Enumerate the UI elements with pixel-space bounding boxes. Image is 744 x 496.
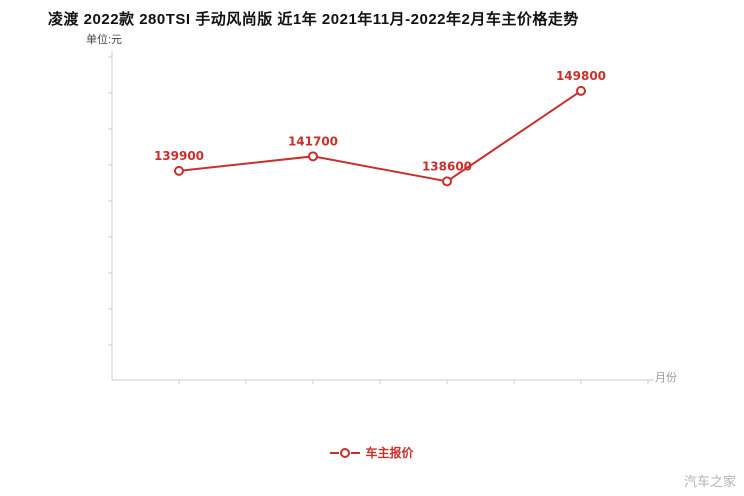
page-title: 凌渡 2022款 280TSI 手动风尚版 近1年 2021年11月-2022年… xyxy=(48,11,579,28)
trend-line xyxy=(178,90,582,183)
legend-marker-icon xyxy=(330,447,361,458)
point-label: 139900 xyxy=(154,149,204,163)
legend[interactable]: 车主报价 xyxy=(0,444,744,461)
data-point[interactable] xyxy=(576,85,586,96)
data-point[interactable] xyxy=(174,165,184,176)
point-label: 149800 xyxy=(556,69,606,83)
point-label: 141700 xyxy=(288,134,338,148)
point-label: 138600 xyxy=(422,159,472,173)
x-axis-label: 月份 xyxy=(655,372,677,384)
watermark: 汽车之家 xyxy=(683,474,736,489)
data-point[interactable] xyxy=(308,151,318,162)
legend-label: 车主报价 xyxy=(365,446,414,460)
y-axis-unit-label: 单位:元 xyxy=(86,34,123,46)
data-point[interactable] xyxy=(442,176,452,187)
